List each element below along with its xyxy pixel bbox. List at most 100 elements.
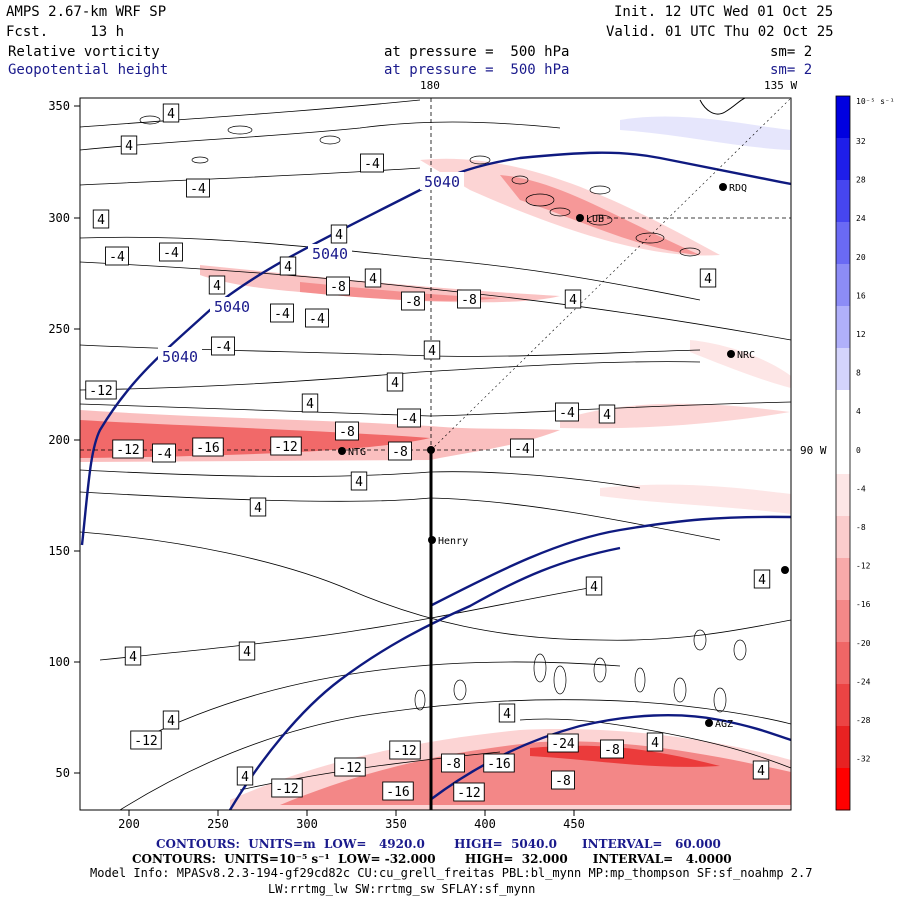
y-tick-label: 50 <box>56 766 70 780</box>
field2-level: at pressure = 500 hPa <box>384 62 570 78</box>
svg-text:-12: -12 <box>89 384 112 399</box>
svg-text:4: 4 <box>97 213 105 228</box>
colorbar-swatch <box>836 642 850 685</box>
svg-text:-16: -16 <box>196 441 219 456</box>
colorbar-swatch <box>836 684 850 727</box>
vorticity-contour-label: 4 <box>162 103 180 123</box>
svg-text:4: 4 <box>284 260 292 275</box>
vorticity-contour-label: -8 <box>551 770 575 790</box>
svg-text:-12: -12 <box>274 440 297 455</box>
colorbar-swatch <box>836 306 850 349</box>
svg-text:LUB: LUB <box>586 214 604 225</box>
svg-text:-4: -4 <box>559 406 575 421</box>
vorticity-contour-label: -4 <box>360 153 384 173</box>
vorticity-contour-label: 4 <box>598 404 616 424</box>
height-contour-label: 5040 <box>158 347 202 366</box>
svg-text:-12: -12 <box>134 734 157 749</box>
colorbar-label: -28 <box>856 716 871 725</box>
svg-text:4: 4 <box>355 475 363 490</box>
colorbar-swatch <box>836 516 850 559</box>
svg-text:4: 4 <box>254 501 262 516</box>
colorbar-label: 16 <box>856 291 866 300</box>
vorticity-contour-label: 4 <box>92 209 110 229</box>
svg-text:4: 4 <box>167 714 175 729</box>
svg-text:-8: -8 <box>339 425 355 440</box>
svg-text:-4: -4 <box>156 447 172 462</box>
colorbar-label: 8 <box>856 369 861 378</box>
field1-smoothing: sm= 2 <box>770 44 813 60</box>
field2-smoothing: sm= 2 <box>770 62 813 78</box>
colorbar-swatch <box>836 348 850 391</box>
svg-text:4: 4 <box>503 707 511 722</box>
svg-text:4: 4 <box>704 272 712 287</box>
vorticity-contour-label: 4 <box>753 569 771 589</box>
svg-text:4: 4 <box>306 397 314 412</box>
colorbar-label: -12 <box>856 562 871 571</box>
svg-text:4: 4 <box>369 272 377 287</box>
init-time: Init. 12 UTC Wed 01 Oct 25 <box>614 4 834 20</box>
station-ntg: NTG <box>338 447 366 458</box>
vorticity-contour-label: -24 <box>547 733 579 753</box>
valid-time: Valid. 01 UTC Thu 02 Oct 25 <box>606 24 834 40</box>
vorticity-contour-label: 4 <box>498 703 516 723</box>
colorbar-label: 28 <box>856 176 866 185</box>
svg-text:NRC: NRC <box>737 350 755 361</box>
svg-text:4: 4 <box>758 573 766 588</box>
vorticity-contour-label: -4 <box>510 438 534 458</box>
vorticity-contour-label: 4 <box>350 471 368 491</box>
vorticity-contour-label: 4 <box>301 393 319 413</box>
station-rdq: RDQ <box>719 183 747 194</box>
vorticity-contour-label: 4 <box>364 268 382 288</box>
height-contour-label: 5040 <box>420 172 464 191</box>
vorticity-contour-label: -4 <box>186 178 210 198</box>
vorticity-contour-label: 4 <box>386 372 404 392</box>
vorticity-contour-info: CONTOURS: UNITS=10⁻⁵ s⁻¹ LOW= -32.000 HI… <box>132 852 732 866</box>
model-info-physics: LW:rrtmg_lw SW:rrtmg_sw SFLAY:sf_mynn <box>268 882 536 896</box>
colorbar-label: 4 <box>856 407 861 416</box>
svg-text:RDQ: RDQ <box>729 183 747 194</box>
model-title: AMPS 2.67-km WRF SP <box>6 4 167 20</box>
vorticity-contour-label: -16 <box>483 753 515 773</box>
vorticity-contour-label: 4 <box>236 766 254 786</box>
vorticity-contour-label: -12 <box>112 439 144 459</box>
colorbar-label: -16 <box>856 600 871 609</box>
vorticity-contour-label: -8 <box>335 421 359 441</box>
svg-text:4: 4 <box>243 645 251 660</box>
model-info: Model Info: MPASv8.2.3-194-gf29cd82c CU:… <box>90 866 813 880</box>
svg-text:4: 4 <box>391 376 399 391</box>
x-tick-label: 250 <box>207 817 229 831</box>
field2-name: Geopotential height <box>8 62 169 78</box>
svg-text:4: 4 <box>569 293 577 308</box>
svg-text:-12: -12 <box>338 761 361 776</box>
svg-text:Henry: Henry <box>438 536 468 547</box>
station-agz: AGZ <box>705 719 733 730</box>
svg-text:-4: -4 <box>215 340 231 355</box>
vorticity-contour-label: 4 <box>752 760 770 780</box>
colorbar-label: 12 <box>856 330 866 339</box>
vorticity-contour-label: 4 <box>208 275 226 295</box>
vorticity-contour-label: -12 <box>453 782 485 802</box>
vorticity-contour-label: 4 <box>162 710 180 730</box>
svg-text:5040: 5040 <box>424 173 460 191</box>
vorticity-contour-label: 4 <box>330 224 348 244</box>
svg-text:4: 4 <box>129 650 137 665</box>
colorbar-swatch <box>836 96 850 139</box>
x-tick-label: 350 <box>385 817 407 831</box>
svg-text:4: 4 <box>125 139 133 154</box>
vorticity-contour-label: -8 <box>388 441 412 461</box>
svg-text:-12: -12 <box>116 443 139 458</box>
svg-text:4: 4 <box>167 107 175 122</box>
vorticity-contour-label: -16 <box>192 437 224 457</box>
meridian-90w-label: 90 W <box>800 444 827 457</box>
height-contour-label: 5040 <box>210 297 254 316</box>
svg-text:5040: 5040 <box>214 298 250 316</box>
svg-text:-8: -8 <box>604 743 620 758</box>
x-tick-label: 300 <box>296 817 318 831</box>
svg-text:-4: -4 <box>274 307 290 322</box>
height-contour-label: 5040 <box>308 244 352 263</box>
svg-text:-4: -4 <box>401 412 417 427</box>
svg-text:-16: -16 <box>386 785 409 800</box>
vorticity-contour-label: -4 <box>211 336 235 356</box>
svg-text:-16: -16 <box>487 757 510 772</box>
svg-text:-8: -8 <box>405 295 421 310</box>
